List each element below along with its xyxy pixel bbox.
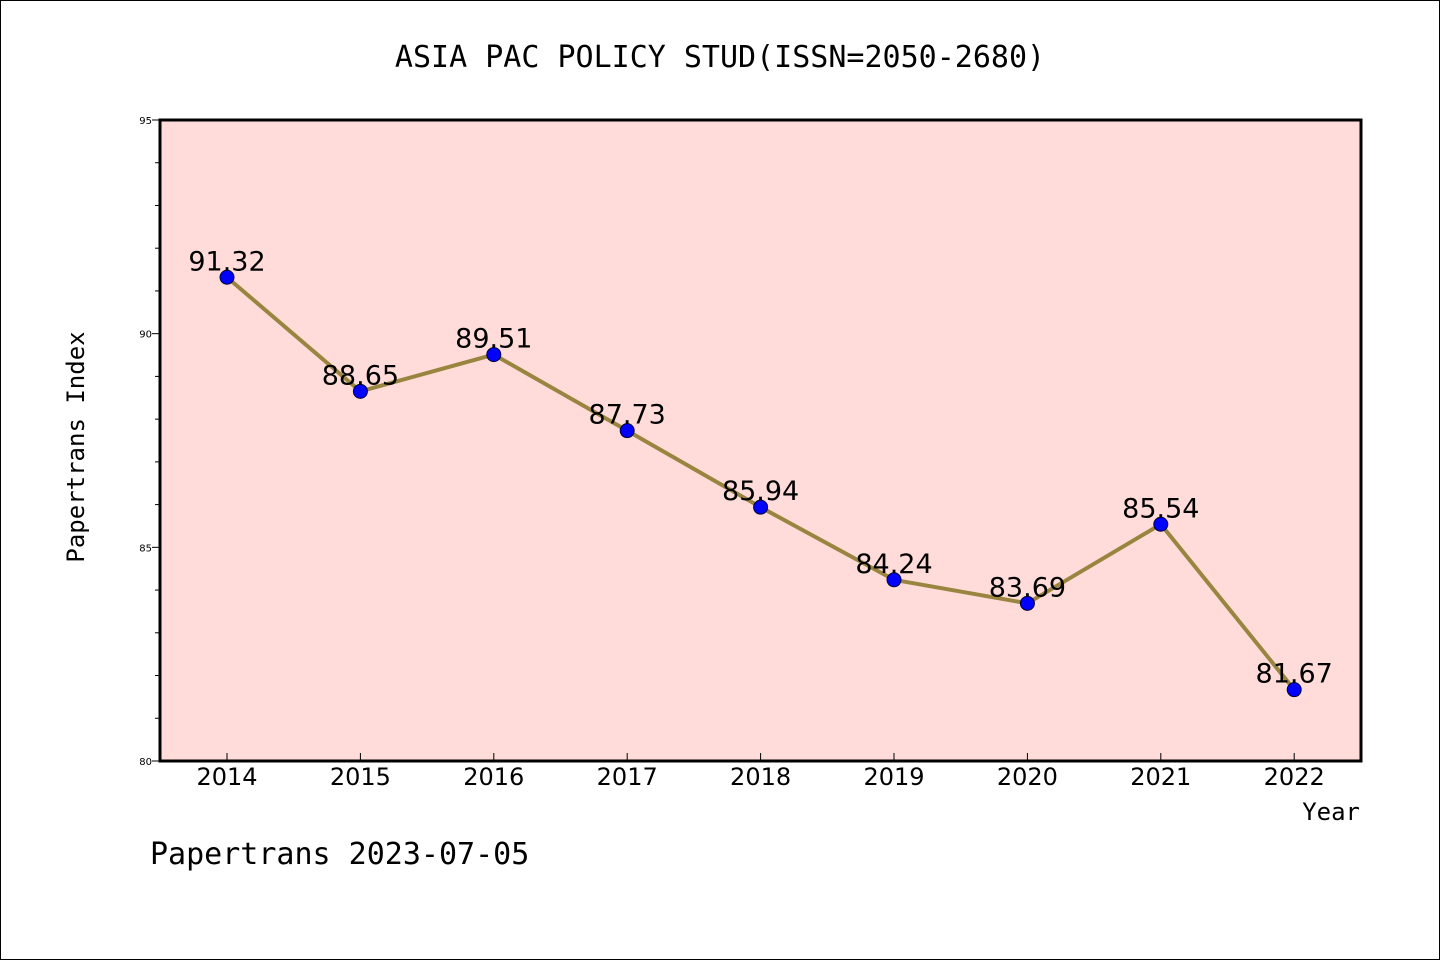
data-label: 89.51 [455, 324, 532, 355]
data-point [1153, 516, 1169, 532]
x-tick-label: 2019 [863, 763, 924, 791]
data-point [619, 423, 635, 439]
data-label: 91.32 [188, 246, 265, 277]
data-label: 83.69 [989, 572, 1066, 603]
data-label: 87.73 [589, 400, 666, 431]
data-point [486, 347, 502, 363]
x-tick-label: 2014 [196, 763, 257, 791]
y-axis-label: Papertrans Index [62, 331, 90, 562]
y-tick-label: 95 [139, 116, 152, 127]
data-label: 85.94 [722, 476, 799, 507]
data-label: 85.54 [1122, 493, 1199, 524]
data-point [1019, 595, 1035, 611]
x-tick-label: 2020 [997, 763, 1058, 791]
x-tick-label: 2015 [330, 763, 391, 791]
y-tick-label: 85 [139, 543, 152, 554]
data-point [352, 383, 368, 399]
y-tick-label: 80 [139, 757, 152, 768]
data-label: 81.67 [1256, 659, 1333, 690]
x-axis: 2014 2015 2016 2017 2018 2019 2020 2021 2022 [196, 753, 1325, 791]
data-label: 84.24 [855, 549, 932, 580]
y-tick-label: 90 [139, 330, 152, 341]
data-point [753, 499, 769, 515]
data-point [219, 269, 235, 285]
data-point [1286, 682, 1302, 698]
data-point [886, 572, 902, 588]
x-tick-label: 2022 [1264, 763, 1325, 791]
series-line-group: 91.32 88.65 89.51 87.73 85.94 84.24 83.69 85.54… [188, 246, 1333, 698]
x-tick-label: 2017 [597, 763, 658, 791]
footer-credit: Papertrans 2023-07-05 [150, 837, 529, 872]
data-label: 88.65 [322, 360, 399, 391]
y-axis: 80 85 90 95 [139, 116, 160, 768]
x-axis-label: Year [1302, 798, 1360, 826]
x-tick-label: 2016 [463, 763, 524, 791]
chart-title: ASIA PAC POLICY STUD(ISSN=2050-2680) [395, 40, 1045, 75]
x-tick-label: 2018 [730, 763, 791, 791]
plot-area [158, 118, 1363, 763]
x-tick-label: 2021 [1130, 763, 1191, 791]
